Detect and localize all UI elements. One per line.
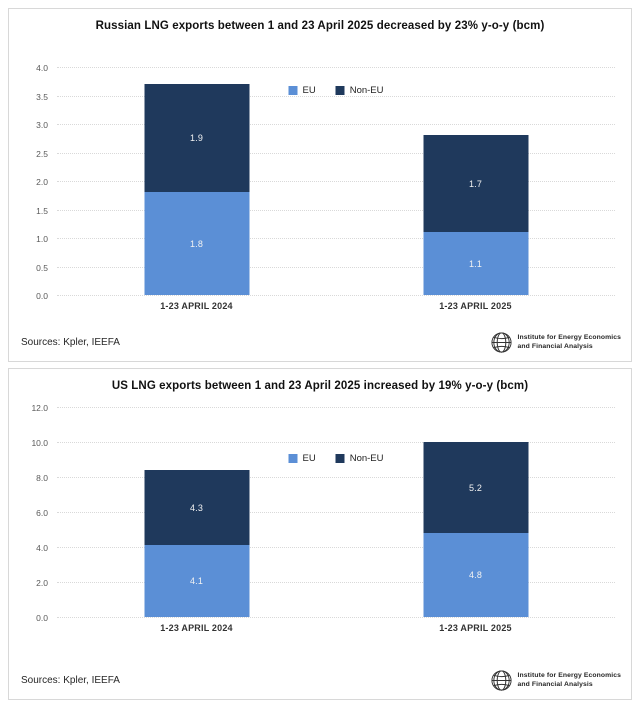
x-category-label: 1-23 APRIL 2024 — [160, 623, 233, 633]
bar-segment-non-eu: 5.2 — [423, 442, 528, 533]
ieefa-logo: Institute for Energy Economics and Finan… — [490, 331, 621, 354]
y-tick-label: 3.5 — [36, 91, 48, 102]
bar-segment-non-eu: 1.9 — [144, 84, 249, 193]
y-tick-label: 0.5 — [36, 262, 48, 273]
globe-icon — [490, 670, 512, 691]
gridline: 12.0 — [31, 403, 615, 413]
legend-item-non-eu: Non-EU — [335, 85, 384, 96]
logo-text: Institute for Energy Economics and Finan… — [518, 672, 621, 688]
legend-swatch-non-eu — [335, 86, 345, 95]
stacked-bar: 5.2 4.8 — [423, 407, 528, 617]
y-tick-label: 2.5 — [36, 148, 48, 159]
y-tick-label: 8.0 — [36, 472, 48, 483]
y-tick-label: 6.0 — [36, 508, 48, 518]
x-axis: 1-23 APRIL 2024 1-23 APRIL 2025 — [57, 301, 615, 317]
legend: EU Non-EU — [282, 83, 390, 98]
bar-segment-eu: 4.1 — [144, 545, 249, 617]
ieefa-logo: Institute for Energy Economics and Finan… — [490, 669, 621, 692]
y-tick-label: 0.0 — [36, 291, 48, 301]
gridline: 2.5 — [36, 149, 615, 159]
legend-item-eu: EU — [288, 85, 316, 96]
chart-title: US LNG exports between 1 and 23 April 20… — [111, 380, 529, 392]
y-tick-label: 4.0 — [36, 542, 48, 553]
gridline: 0.0 — [36, 613, 615, 623]
logo-text-line1: Institute for Energy Economics — [517, 334, 621, 342]
x-category-label: 1-23 APRIL 2025 — [439, 301, 512, 311]
gridline: 1.0 — [36, 234, 615, 244]
y-tick-label: 3.0 — [36, 120, 48, 130]
gridline: 4.0 — [36, 543, 615, 553]
gridline: 10.0 — [31, 438, 615, 448]
bar-segment-eu: 1.1 — [423, 232, 528, 295]
bar-segment-eu: 4.8 — [423, 533, 528, 617]
sources-text: Sources: Kpler, IEEFA — [21, 675, 120, 686]
gridline: 3.5 — [36, 92, 615, 102]
gridline: 6.0 — [36, 508, 615, 518]
bar-segment-non-eu: 1.7 — [423, 135, 528, 233]
chart-footer: Sources: Kpler, IEEFA Institute for Ener… — [21, 331, 621, 354]
legend-item-eu: EU — [288, 453, 316, 464]
bar-segment-non-eu: 4.3 — [144, 470, 249, 546]
chart-title: Russian LNG exports between 1 and 23 Apr… — [95, 20, 545, 32]
stacked-bar: 1.9 1.8 — [144, 67, 249, 295]
gridline: 1.5 — [36, 206, 615, 216]
gridline: 2.0 — [36, 177, 615, 187]
stacked-bar: 4.3 4.1 — [144, 407, 249, 617]
bar-value-label: 5.2 — [468, 482, 483, 493]
y-tick-label: 0.0 — [36, 613, 48, 623]
bar-value-label: 1.8 — [189, 238, 204, 249]
bar-value-label: 1.1 — [468, 258, 483, 269]
gridline: 8.0 — [36, 473, 615, 483]
y-tick-label: 2.0 — [36, 578, 48, 588]
gridline: 0.0 — [36, 291, 615, 301]
legend: EU Non-EU — [282, 451, 390, 466]
us-lng-chart-panel: US LNG exports between 1 and 23 April 20… — [8, 368, 632, 700]
sources-text: Sources: Kpler, IEEFA — [21, 337, 120, 348]
legend-label: EU — [302, 453, 316, 464]
legend-swatch-non-eu — [335, 454, 345, 463]
chart-footer: Sources: Kpler, IEEFA Institute for Ener… — [21, 669, 621, 692]
logo-text-line2: and Financial Analysis — [517, 680, 593, 688]
y-tick-label: 2.0 — [36, 177, 48, 187]
logo-text-line1: Institute for Energy Economics — [517, 672, 621, 680]
legend-item-non-eu: Non-EU — [335, 453, 384, 464]
legend-swatch-eu — [288, 454, 298, 463]
x-axis: 1-23 APRIL 2024 1-23 APRIL 2025 — [57, 623, 615, 639]
gridline: 2.0 — [36, 578, 615, 588]
legend-label: Non-EU — [349, 85, 384, 96]
bar-value-label: 1.9 — [189, 133, 204, 144]
y-tick-label: 12.0 — [31, 403, 48, 413]
plot-area: EU Non-EU 12.0 10.0 8.0 6.0 4.0 2.0 0.0 4.3 4.1 5… — [31, 403, 615, 623]
legend-label: EU — [302, 85, 316, 96]
y-tick-label: 4.0 — [36, 63, 48, 73]
bar-segment-eu: 1.8 — [144, 192, 249, 295]
gridline: 4.0 — [36, 63, 615, 73]
x-category-label: 1-23 APRIL 2024 — [160, 301, 233, 311]
globe-icon — [490, 332, 512, 353]
russian-lng-chart-panel: Russian LNG exports between 1 and 23 Apr… — [8, 8, 632, 362]
stacked-bar: 1.7 1.1 — [423, 67, 528, 295]
gridline: 0.5 — [36, 263, 615, 273]
legend-label: Non-EU — [349, 453, 384, 464]
y-tick-label: 10.0 — [31, 437, 48, 448]
bar-value-label: 4.3 — [189, 502, 204, 513]
legend-swatch-eu — [288, 86, 298, 95]
bar-value-label: 1.7 — [468, 178, 483, 189]
bar-value-label: 4.1 — [189, 576, 204, 587]
gridline: 3.0 — [36, 120, 615, 130]
x-category-label: 1-23 APRIL 2025 — [439, 623, 512, 633]
plot-area: EU Non-EU 4.0 3.5 3.0 2.5 2.0 1.5 1.0 0.5 0.0 1.9… — [36, 63, 615, 301]
bar-value-label: 4.8 — [468, 570, 483, 580]
logo-text: Institute for Energy Economics and Finan… — [518, 334, 621, 350]
y-tick-label: 1.5 — [36, 205, 48, 216]
y-tick-label: 1.0 — [36, 234, 48, 244]
logo-text-line2: and Financial Analysis — [517, 342, 593, 350]
